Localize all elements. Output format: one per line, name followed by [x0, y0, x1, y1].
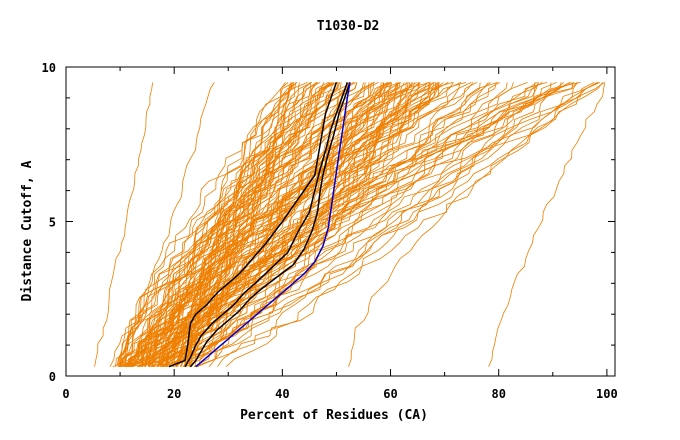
model-curve	[126, 82, 415, 368]
x-axis-ticks: 0 20 40 60 80 100	[62, 67, 618, 401]
model-curve	[225, 82, 562, 367]
x-tick-label: 20	[167, 387, 181, 401]
model-curve	[180, 82, 605, 367]
model-curve	[94, 82, 153, 367]
model-curve	[185, 82, 440, 368]
model-curve	[148, 82, 474, 367]
model-curve	[140, 82, 407, 367]
chart-title: T1030-D2	[317, 19, 380, 34]
model-curve	[124, 82, 393, 368]
plot-lines	[94, 82, 606, 368]
model-curve	[130, 82, 539, 368]
model-curve	[179, 82, 312, 367]
model-curve	[152, 82, 540, 368]
model-curve	[174, 82, 293, 368]
highlight-series-2	[184, 82, 349, 368]
model-curve	[176, 82, 298, 367]
model-curve	[186, 82, 536, 367]
model-curve	[115, 82, 286, 367]
x-axis-label: Percent of Residues (CA)	[240, 408, 428, 423]
x-tick-label: 100	[596, 387, 618, 401]
model-curve	[142, 82, 477, 367]
model-curve	[197, 82, 578, 367]
model-curve	[175, 82, 421, 367]
highlight-series-4	[195, 82, 351, 368]
model-curve	[131, 82, 557, 367]
model-curve	[147, 82, 498, 367]
model-curve	[132, 82, 399, 368]
model-curve	[119, 82, 356, 367]
y-axis-ticks: 0 5 10	[42, 61, 615, 384]
model-curve	[160, 82, 429, 368]
model-curve	[162, 82, 364, 368]
y-tick-label: 10	[42, 61, 56, 75]
y-tick-label: 0	[49, 370, 56, 384]
highlight-series-3	[189, 82, 351, 368]
model-curve	[194, 82, 595, 368]
model-curve	[158, 82, 339, 367]
model-curve	[109, 82, 384, 367]
model-curve	[169, 82, 435, 368]
highlight-series-1	[168, 82, 338, 368]
model-curve	[348, 82, 604, 367]
x-tick-label: 60	[383, 387, 397, 401]
model-curve	[196, 82, 461, 368]
model-curve	[131, 82, 321, 367]
x-tick-label: 80	[491, 387, 505, 401]
x-tick-label: 40	[275, 387, 289, 401]
y-axis-label: Distance Cutoff, A	[20, 160, 35, 301]
model-curve	[118, 82, 349, 368]
x-tick-label: 0	[62, 387, 69, 401]
model-curve	[125, 82, 409, 368]
model-curve	[138, 82, 438, 368]
model-curve	[124, 82, 342, 368]
highlight-lines	[168, 82, 351, 368]
y-tick-label: 5	[49, 216, 56, 230]
model-curve	[165, 82, 431, 368]
model-curve	[163, 82, 508, 368]
model-curve	[159, 82, 390, 367]
model-curve	[171, 82, 317, 367]
model-curve	[124, 82, 308, 367]
model-curve	[116, 82, 215, 367]
model-curve	[488, 82, 606, 367]
model-curve	[130, 82, 375, 367]
model-curve	[153, 82, 295, 367]
model-curve	[193, 82, 491, 368]
model-curve	[141, 82, 318, 367]
model-curve	[165, 82, 537, 367]
model-curve	[120, 82, 397, 367]
